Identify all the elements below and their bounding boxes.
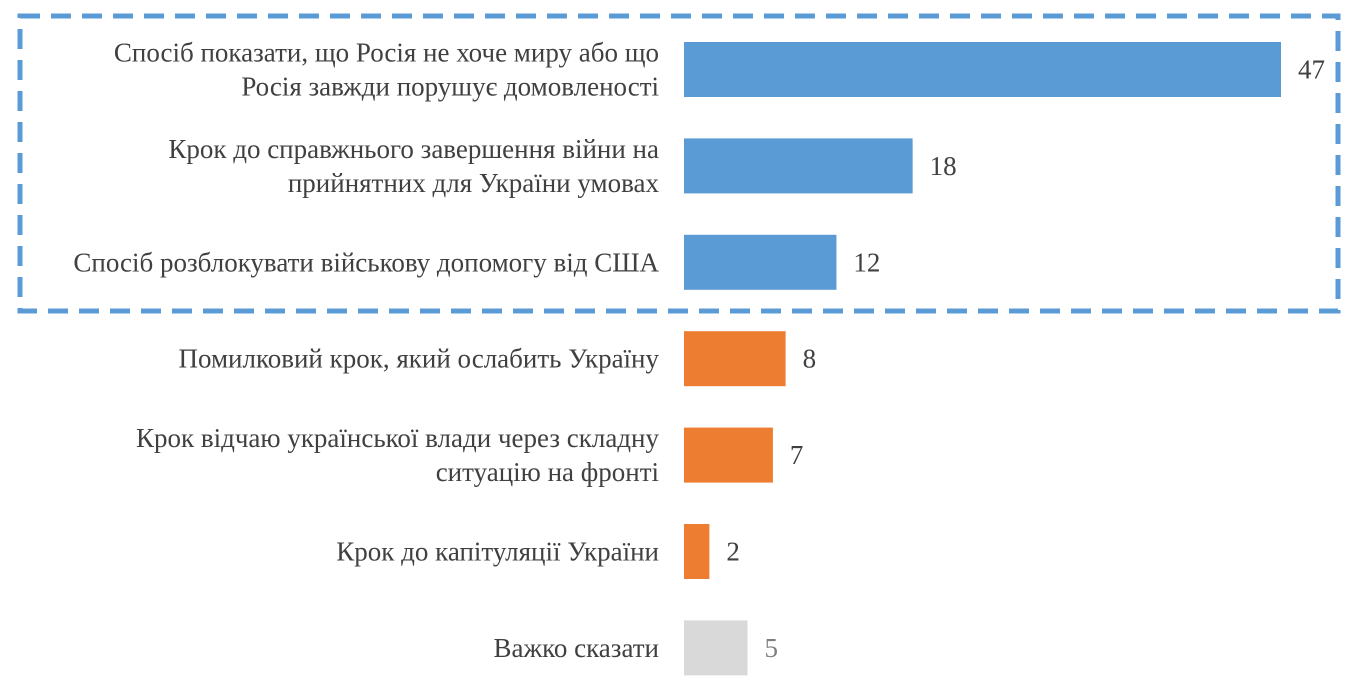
category-label-0-line-0: Спосіб показати, що Росія не хоче миру а… — [114, 38, 659, 68]
bar-5 — [684, 524, 710, 579]
bar-3 — [684, 331, 786, 387]
highlight-layer — [17, 13, 1341, 314]
category-label-6-line-0: Важко сказати — [493, 633, 659, 663]
category-label-4-line-1: ситуацію на фронті — [436, 457, 659, 487]
category-label-1-line-0: Крок до справжнього завершення війни на — [168, 134, 659, 164]
category-label-2: Спосіб розблокувати військову допомогу в… — [73, 247, 659, 277]
category-label-5: Крок до капітуляції України — [336, 537, 659, 567]
category-label-1: Крок до справжнього завершення війни на п… — [168, 134, 659, 198]
value-label-4: 7 — [790, 440, 804, 470]
bar-1 — [684, 138, 913, 194]
category-label-5-line-0: Крок до капітуляції України — [336, 537, 659, 567]
category-label-2-line-0: Спосіб розблокувати військову допомогу в… — [73, 247, 659, 277]
category-label-0: Спосіб показати, що Росія не хоче миру а… — [114, 38, 659, 102]
value-label-6: 5 — [765, 633, 779, 663]
value-label-3: 8 — [803, 344, 817, 374]
bar-4 — [684, 427, 773, 483]
value-labels: 47 18 12 8 7 2 5 — [726, 55, 1325, 663]
category-label-0-line-1: Росія завжди порушує домовленості — [241, 72, 659, 102]
category-labels: Спосіб показати, що Росія не хоче миру а… — [73, 38, 659, 663]
category-label-4-line-0: Крок відчаю української влади через скла… — [136, 423, 660, 453]
category-label-4: Крок відчаю української влади через скла… — [136, 423, 660, 487]
bar-6 — [684, 620, 748, 676]
bar-2 — [684, 234, 837, 290]
value-label-1: 18 — [930, 151, 957, 181]
category-label-3-line-0: Помилковий крок, який ослабить Україну — [178, 344, 659, 374]
bar-0 — [684, 42, 1281, 97]
bars-layer — [684, 42, 1281, 676]
highlight-box — [17, 13, 1341, 314]
category-label-6: Важко сказати — [493, 633, 659, 663]
category-label-1-line-1: прийнятних для України умовах — [288, 168, 660, 198]
value-label-2: 12 — [853, 247, 880, 277]
value-label-5: 2 — [726, 537, 740, 567]
value-label-0: 47 — [1298, 55, 1325, 85]
category-label-3: Помилковий крок, який ослабить Україну — [178, 344, 659, 374]
